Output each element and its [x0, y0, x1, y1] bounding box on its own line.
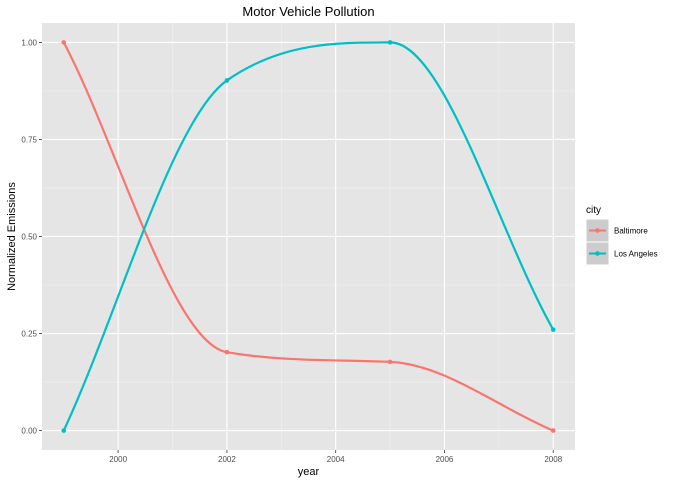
- x-tick-label: 2004: [327, 455, 345, 464]
- x-tick-label: 2000: [109, 455, 127, 464]
- series-line-los-angeles: [62, 41, 555, 432]
- legend-title: city: [586, 205, 601, 216]
- major-gridlines: [42, 23, 575, 450]
- data-point-baltimore: [550, 428, 556, 433]
- data-point-los-angeles: [224, 78, 230, 83]
- legend-point-baltimore: [595, 228, 600, 233]
- y-tick-label: 1.00: [21, 38, 37, 47]
- data-point-baltimore: [387, 359, 393, 365]
- x-tick-label: 2002: [218, 455, 236, 464]
- legend-label-los-angeles: Los Angeles: [614, 250, 658, 259]
- y-tick-label: 0.50: [21, 233, 37, 242]
- series-lines: [62, 41, 555, 432]
- x-axis-title: year: [298, 466, 320, 478]
- data-point-baltimore: [61, 40, 67, 45]
- data-point-los-angeles: [550, 327, 556, 332]
- legend-label-baltimore: Baltimore: [614, 227, 648, 236]
- y-tick-label: 0.00: [21, 427, 37, 436]
- y-axis-title: Normalized Emissions: [6, 182, 18, 291]
- y-tick-label: 0.25: [21, 330, 37, 339]
- legend-point-los-angeles: [595, 251, 600, 256]
- chart-title: Motor Vehicle Pollution: [242, 4, 374, 19]
- data-point-baltimore: [224, 349, 230, 355]
- x-tick-label: 2008: [544, 455, 562, 464]
- x-axis-ticks: 2000 2002 2004 2006 2008: [109, 450, 563, 464]
- y-tick-label: 0.75: [21, 135, 37, 144]
- x-tick-label: 2006: [436, 455, 454, 464]
- series-points: [61, 40, 556, 433]
- legend: city Baltimore Los Angeles: [585, 205, 658, 266]
- data-point-los-angeles: [387, 40, 393, 45]
- y-axis-ticks: 0.00 0.25 0.50 0.75 1.00: [21, 38, 42, 436]
- data-point-los-angeles: [61, 428, 67, 433]
- series-line-baltimore: [62, 41, 554, 432]
